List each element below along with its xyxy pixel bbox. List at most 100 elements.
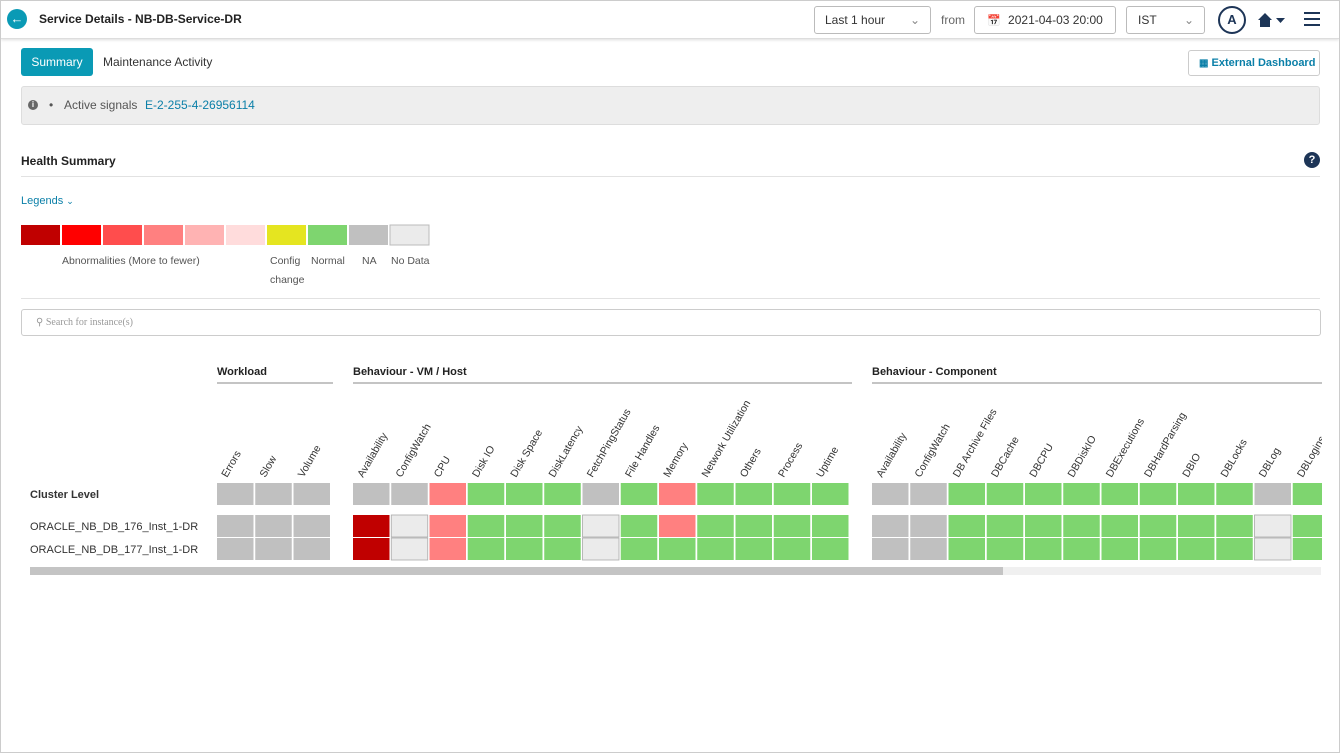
back-button[interactable]: ←	[7, 9, 27, 29]
tab-summary[interactable]: Summary	[21, 48, 93, 76]
health-cell[interactable]	[1025, 538, 1062, 560]
health-cell[interactable]	[1063, 515, 1100, 537]
health-cell[interactable]	[1178, 515, 1215, 537]
avatar[interactable]: A	[1218, 6, 1246, 34]
health-cell[interactable]	[429, 515, 467, 537]
health-cell[interactable]	[659, 538, 696, 560]
health-cell[interactable]	[1216, 483, 1253, 505]
health-cell[interactable]	[659, 515, 696, 537]
hamburger-menu[interactable]	[1304, 12, 1320, 26]
health-cell[interactable]	[353, 538, 390, 560]
timezone-select[interactable]: IST ⌄	[1126, 6, 1205, 34]
health-cell[interactable]	[697, 515, 734, 537]
health-cell[interactable]	[506, 483, 543, 505]
health-cell[interactable]	[506, 515, 543, 537]
health-cell[interactable]	[390, 537, 429, 561]
health-cell[interactable]	[948, 483, 986, 505]
health-cell[interactable]	[872, 538, 909, 560]
health-cell[interactable]	[1063, 538, 1100, 560]
health-cell[interactable]	[293, 483, 331, 505]
health-cell[interactable]	[1139, 538, 1177, 560]
health-cell[interactable]	[812, 483, 849, 505]
health-cell[interactable]	[812, 538, 849, 560]
external-dashboard-button[interactable]: ▦ External Dashboard	[1188, 50, 1320, 76]
health-cell[interactable]	[735, 515, 773, 537]
health-cell[interactable]	[217, 515, 254, 537]
health-cell[interactable]	[353, 515, 390, 537]
health-cell[interactable]	[1178, 538, 1215, 560]
health-cell[interactable]	[735, 483, 773, 505]
health-cell[interactable]	[620, 483, 658, 505]
health-cell[interactable]	[544, 538, 581, 560]
home-menu[interactable]	[1256, 11, 1288, 29]
health-cell[interactable]	[467, 515, 505, 537]
search-box[interactable]: ⚲ Search for instance(s)	[21, 309, 1321, 336]
health-cell[interactable]	[773, 483, 811, 505]
health-cell[interactable]	[1292, 538, 1330, 560]
health-cell[interactable]	[1254, 514, 1292, 538]
help-icon[interactable]: ?	[1304, 152, 1320, 168]
health-cell[interactable]	[255, 483, 292, 505]
health-cell[interactable]	[467, 538, 505, 560]
health-cell[interactable]	[620, 515, 658, 537]
health-cell[interactable]	[948, 538, 986, 560]
health-cell[interactable]	[582, 537, 620, 561]
health-cell[interactable]	[467, 483, 505, 505]
health-cell[interactable]	[429, 538, 467, 560]
health-cell[interactable]	[255, 515, 292, 537]
health-cell[interactable]	[217, 538, 254, 560]
health-cell[interactable]	[1216, 515, 1253, 537]
health-cell[interactable]	[620, 538, 658, 560]
health-cell[interactable]	[1139, 483, 1177, 505]
health-cell[interactable]	[582, 514, 620, 538]
health-cell[interactable]	[429, 483, 467, 505]
health-cell[interactable]	[544, 483, 581, 505]
health-cell[interactable]	[812, 515, 849, 537]
health-cell[interactable]	[1101, 538, 1139, 560]
health-cell[interactable]	[910, 515, 947, 537]
health-cell[interactable]	[1178, 483, 1215, 505]
health-cell[interactable]	[697, 483, 734, 505]
health-cell[interactable]	[659, 483, 696, 505]
health-cell[interactable]	[506, 538, 543, 560]
health-cell[interactable]	[1101, 515, 1139, 537]
health-cell[interactable]	[353, 483, 390, 505]
date-picker[interactable]: 📅 2021-04-03 20:00	[974, 6, 1116, 34]
health-cell[interactable]	[697, 538, 734, 560]
health-cell[interactable]	[910, 538, 947, 560]
health-cell[interactable]	[1025, 483, 1062, 505]
health-cell[interactable]	[735, 538, 773, 560]
health-cell[interactable]	[986, 515, 1024, 537]
health-cell[interactable]	[544, 515, 581, 537]
health-cell[interactable]	[773, 515, 811, 537]
time-range-select[interactable]: Last 1 hour ⌄	[814, 6, 931, 34]
health-cell[interactable]	[1063, 483, 1100, 505]
health-cell[interactable]	[1292, 483, 1330, 505]
health-cell[interactable]	[948, 515, 986, 537]
tab-maintenance[interactable]: Maintenance Activity	[103, 55, 213, 69]
health-cell[interactable]	[293, 538, 331, 560]
health-cell[interactable]	[255, 538, 292, 560]
health-cell[interactable]	[390, 514, 429, 538]
health-cell[interactable]	[986, 538, 1024, 560]
health-cell[interactable]	[391, 483, 428, 505]
health-cell[interactable]	[1292, 515, 1330, 537]
health-cell[interactable]	[986, 483, 1024, 505]
health-cell[interactable]	[872, 515, 909, 537]
column-label: DiskLatency	[546, 423, 585, 479]
health-cell[interactable]	[1139, 515, 1177, 537]
health-cell[interactable]	[582, 483, 620, 505]
health-cell[interactable]	[1025, 515, 1062, 537]
health-cell[interactable]	[1216, 538, 1253, 560]
signal-link[interactable]: E-2-255-4-26956114	[145, 98, 255, 112]
health-cell[interactable]	[1254, 483, 1292, 505]
scrollbar-thumb[interactable]	[30, 567, 1003, 575]
health-cell[interactable]	[910, 483, 947, 505]
health-cell[interactable]	[1101, 483, 1139, 505]
legends-toggle[interactable]: Legends ⌄	[21, 195, 74, 207]
health-cell[interactable]	[1254, 537, 1292, 561]
health-cell[interactable]	[773, 538, 811, 560]
health-cell[interactable]	[217, 483, 254, 505]
health-cell[interactable]	[872, 483, 909, 505]
health-cell[interactable]	[293, 515, 331, 537]
